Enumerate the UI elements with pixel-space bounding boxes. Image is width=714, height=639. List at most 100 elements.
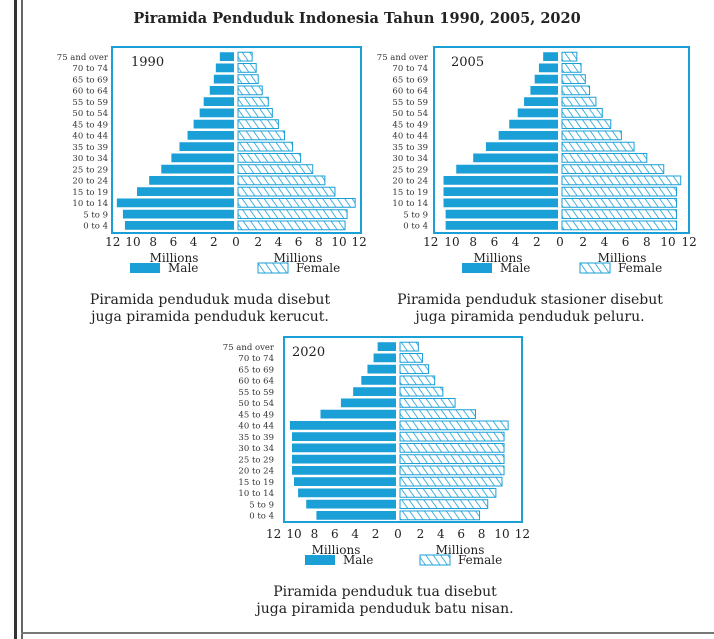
x-tick-label: 8 [311,527,319,541]
age-group-label: 30 to 34 [72,154,108,164]
age-group-label: 60 to 64 [72,87,108,97]
legend-female-swatch [419,554,451,566]
age-group-label: 5 to 9 [83,210,108,220]
x-axis-label-male: Millions [150,251,199,265]
male-bar [179,142,234,152]
female-bar [399,409,476,420]
age-group-label: 10 to 14 [238,489,274,499]
chart-year-label: 2005 [451,55,484,70]
male-bar [367,364,396,374]
caption-2020-line2: juga piramida penduduk batu nisan. [256,601,514,617]
male-bar [443,198,558,208]
age-group-label: 65 to 69 [392,75,428,85]
x-tick-label: 6 [295,235,303,249]
female-bar [237,164,314,175]
age-group-label: 60 to 64 [238,377,274,387]
male-bar [316,510,396,520]
male-bar [199,108,234,118]
x-tick-label: 4 [601,235,609,249]
x-tick-label: 6 [622,235,630,249]
age-group-label: 30 to 34 [392,154,428,164]
caption-2020-line1: Piramida penduduk tua disebut [273,584,497,600]
x-tick-label: 10 [444,235,459,249]
female-bar [399,442,505,453]
x-tick-label: 12 [515,527,530,541]
male-bar [298,488,396,498]
female-bar [237,85,263,96]
female-bar [561,130,622,141]
male-bar [291,443,396,453]
legend-male-label: Male [343,553,373,567]
male-bar [291,465,396,475]
x-tick-label: 4 [190,235,198,249]
male-bar [445,209,558,219]
legend-female-label: Female [296,261,340,275]
female-bar [561,119,612,130]
age-group-label: 50 to 54 [238,399,274,409]
caption-1990-line1: Piramida penduduk muda disebut [89,292,331,308]
x-tick-label: 12 [266,527,281,541]
male-bar [361,375,396,385]
female-bar [237,197,356,208]
caption-1990: Piramida penduduk muda disebut juga pira… [60,292,360,326]
female-bar [561,175,682,186]
x-tick-label: 6 [491,235,499,249]
female-bar [237,119,279,130]
female-bar [237,74,259,85]
female-bar [399,397,456,408]
x-tick-label: 10 [286,527,301,541]
age-group-label: 15 to 19 [392,188,428,198]
male-bar [187,130,234,140]
female-bar [399,352,423,363]
x-tick-label: 10 [331,235,346,249]
age-group-label: 25 to 29 [238,455,274,465]
female-bar [237,96,269,107]
male-bar [340,398,396,408]
age-group-label: 35 to 39 [238,433,274,443]
age-group-label: 40 to 44 [72,132,108,142]
female-bar [237,107,273,118]
legend-male-swatch [130,263,160,273]
female-bar [561,62,582,73]
male-bar [213,74,234,84]
female-bar [561,96,597,107]
x-tick-label: 8 [469,235,477,249]
female-bar [399,510,481,521]
female-bar [561,220,677,231]
age-group-label: 45 to 49 [72,120,108,130]
age-group-label: 10 to 14 [72,199,108,209]
legend-female-swatch [257,262,289,274]
male-bar [193,119,234,129]
caption-1990-line2: juga piramida penduduk kerucut. [91,309,329,325]
male-bar [530,85,558,95]
age-group-label: 5 to 9 [403,210,428,220]
female-bar [237,62,257,73]
age-group-label: 70 to 74 [72,64,108,74]
male-bar [124,220,234,230]
x-axis-label-female: Millions [598,251,647,265]
x-tick-label: 4 [275,235,283,249]
legend-male-swatch [305,555,335,565]
x-tick-label: 4 [351,527,359,541]
page-title: Piramida Penduduk Indonesia Tahun 1990, … [133,10,581,27]
male-bar [116,198,234,208]
male-bar [291,432,396,442]
age-group-label: 35 to 39 [72,143,108,153]
female-bar [399,375,436,386]
x-tick-label: 0 [232,235,240,249]
age-group-label: 0 to 4 [249,512,274,522]
female-bar [561,85,591,96]
x-axis-label-female: Millions [436,543,485,557]
age-group-label: 40 to 44 [392,132,428,142]
female-bar [237,152,302,163]
female-bar [399,341,419,352]
female-bar [399,499,489,510]
chart-frame [111,46,362,234]
age-group-label: 25 to 29 [72,165,108,175]
legend-male-label: Male [168,261,198,275]
age-group-label: 65 to 69 [238,365,274,375]
legend-female-swatch [579,262,611,274]
